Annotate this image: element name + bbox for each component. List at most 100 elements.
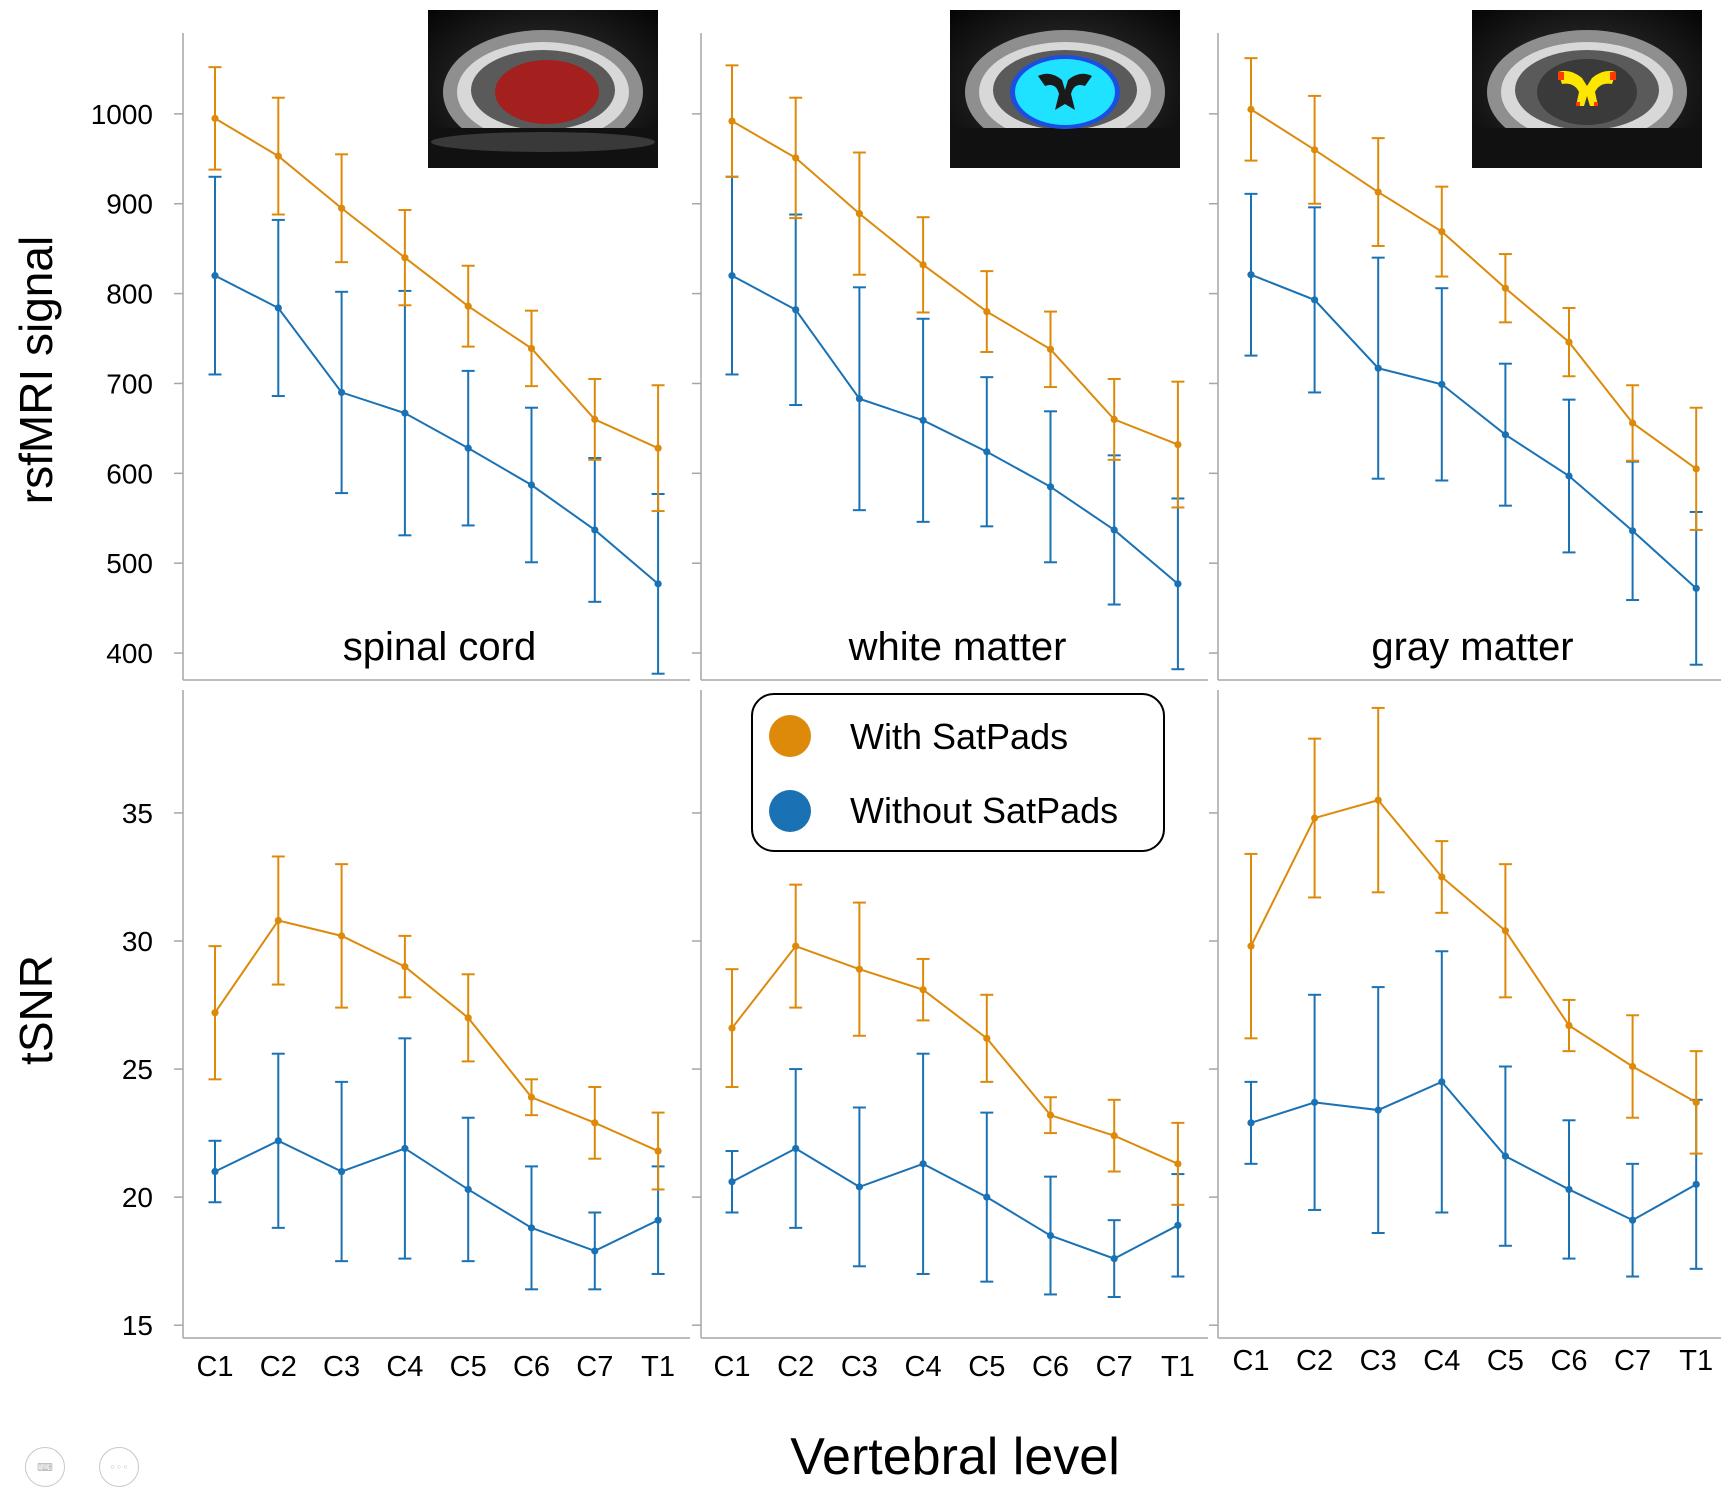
x-tick-label-c5: C5 — [1487, 1345, 1524, 1377]
panel-r1-c2: C1 C2 C3 C4 C5 C6 C7 T1 — [1209, 690, 1721, 1377]
legend-label-with-satpads: With SatPads — [850, 716, 1068, 757]
data-point-c4 — [1438, 380, 1446, 388]
keyboard-button[interactable]: ⌨ — [25, 1447, 65, 1487]
x-axis-label: Vertebral level — [790, 1428, 1120, 1486]
data-point-c7 — [591, 415, 599, 424]
data-point-c3 — [338, 388, 346, 397]
series-with-satpads — [1244, 57, 1703, 531]
y-tick-label: 800 — [106, 279, 153, 310]
x-tick-label-t1: T1 — [641, 1351, 675, 1383]
x-tick-label-c7: C7 — [576, 1351, 613, 1383]
data-point-c6 — [527, 1224, 536, 1232]
series-line — [1250, 273, 1697, 590]
x-tick-label-c1: C1 — [196, 1351, 233, 1383]
data-point-c7 — [1110, 526, 1118, 534]
series-with-satpads — [1244, 706, 1703, 1155]
data-point-c7 — [1629, 527, 1637, 535]
series-line — [214, 117, 659, 450]
data-point-c7 — [1110, 1255, 1118, 1263]
data-point-c5 — [983, 1193, 991, 1201]
y-tick-label: 25 — [122, 1054, 153, 1085]
x-tick-label-c5: C5 — [968, 1351, 1005, 1383]
data-point-c6 — [1565, 338, 1573, 346]
data-point-c5 — [1501, 431, 1509, 439]
data-point-c2 — [792, 306, 800, 314]
data-point-c7 — [1629, 1062, 1637, 1071]
x-tick-label-c1: C1 — [713, 1351, 750, 1383]
data-point-c2 — [792, 1144, 800, 1153]
data-point-t1 — [1174, 580, 1182, 588]
data-point-c5 — [1501, 1152, 1509, 1160]
x-tick-label-c6: C6 — [1032, 1351, 1069, 1383]
data-point-t1 — [1692, 1180, 1700, 1188]
data-point-c5 — [983, 448, 991, 456]
series-with-satpads — [208, 66, 665, 513]
data-point-c4 — [1438, 227, 1446, 236]
data-point-c2 — [274, 1137, 282, 1145]
data-point-c2 — [1311, 146, 1319, 154]
series-line — [1250, 1080, 1697, 1222]
data-point-c2 — [274, 152, 282, 160]
data-point-c3 — [855, 210, 864, 218]
data-point-c7 — [1110, 1132, 1118, 1140]
y-tick-label: 700 — [106, 368, 153, 399]
data-point-c1 — [211, 1009, 219, 1017]
y-tick-label: 30 — [122, 926, 153, 957]
data-point-c3 — [338, 932, 346, 940]
data-point-t1 — [1174, 1221, 1182, 1229]
series-with-satpads — [208, 855, 665, 1191]
x-tick-label-c3: C3 — [1360, 1345, 1397, 1377]
legend-marker-with-satpads — [769, 715, 811, 757]
data-point-c3 — [338, 1167, 346, 1176]
data-point-t1 — [654, 444, 662, 452]
x-tick-label-c2: C2 — [260, 1351, 297, 1383]
series-line — [1250, 798, 1697, 1104]
data-point-c6 — [1565, 472, 1573, 480]
data-point-c7 — [1110, 415, 1118, 424]
inset-image-gray-matter — [1472, 10, 1702, 168]
y-tick-label: 600 — [106, 458, 153, 489]
data-point-c3 — [855, 965, 864, 973]
y-tick-label: 20 — [122, 1182, 153, 1213]
data-point-c1 — [1247, 942, 1255, 950]
series-line — [731, 944, 1179, 1165]
data-point-t1 — [1692, 465, 1700, 473]
series-without-satpads — [1244, 192, 1703, 666]
x-tick-label-c1: C1 — [1232, 1345, 1269, 1377]
data-point-c6 — [527, 344, 536, 353]
data-point-c1 — [728, 117, 736, 125]
x-tick-label-c3: C3 — [841, 1351, 878, 1383]
panel-label-white-matter: white matter — [848, 625, 1067, 669]
data-point-c5 — [983, 1034, 991, 1042]
data-point-c1 — [1247, 271, 1255, 279]
data-point-t1 — [654, 1147, 662, 1155]
panel-r0-c0: 400 500 600 700 800 900 1000 spinal cord — [91, 33, 690, 681]
data-point-c6 — [527, 481, 536, 489]
data-point-c5 — [1501, 284, 1509, 292]
series-line — [214, 274, 659, 585]
x-tick-label-c3: C3 — [323, 1351, 360, 1383]
inset-image-spinal-cord — [428, 10, 658, 168]
data-point-c4 — [919, 1160, 927, 1168]
x-tick-label-c5: C5 — [450, 1351, 487, 1383]
data-point-c3 — [1374, 796, 1382, 804]
data-point-c5 — [464, 1185, 472, 1194]
more-options-button[interactable]: ◦◦◦ — [99, 1447, 139, 1487]
data-point-c3 — [1374, 188, 1382, 196]
y-axis-label-rsfmri-signal: rsfMRI signal — [10, 236, 62, 504]
series-line — [731, 120, 1179, 446]
x-tick-label-c4: C4 — [386, 1351, 423, 1383]
data-point-t1 — [654, 580, 662, 588]
data-point-c4 — [401, 1144, 409, 1153]
data-point-c6 — [1046, 345, 1055, 353]
y-tick-label: 900 — [106, 189, 153, 220]
data-point-c3 — [855, 395, 864, 403]
data-point-c6 — [1046, 483, 1055, 491]
y-tick-label: 400 — [106, 638, 153, 669]
data-point-c7 — [591, 1247, 599, 1255]
series-without-satpads — [1244, 950, 1703, 1278]
y-tick-label: 15 — [122, 1310, 153, 1341]
data-point-c4 — [919, 261, 927, 269]
data-point-t1 — [654, 1216, 662, 1224]
